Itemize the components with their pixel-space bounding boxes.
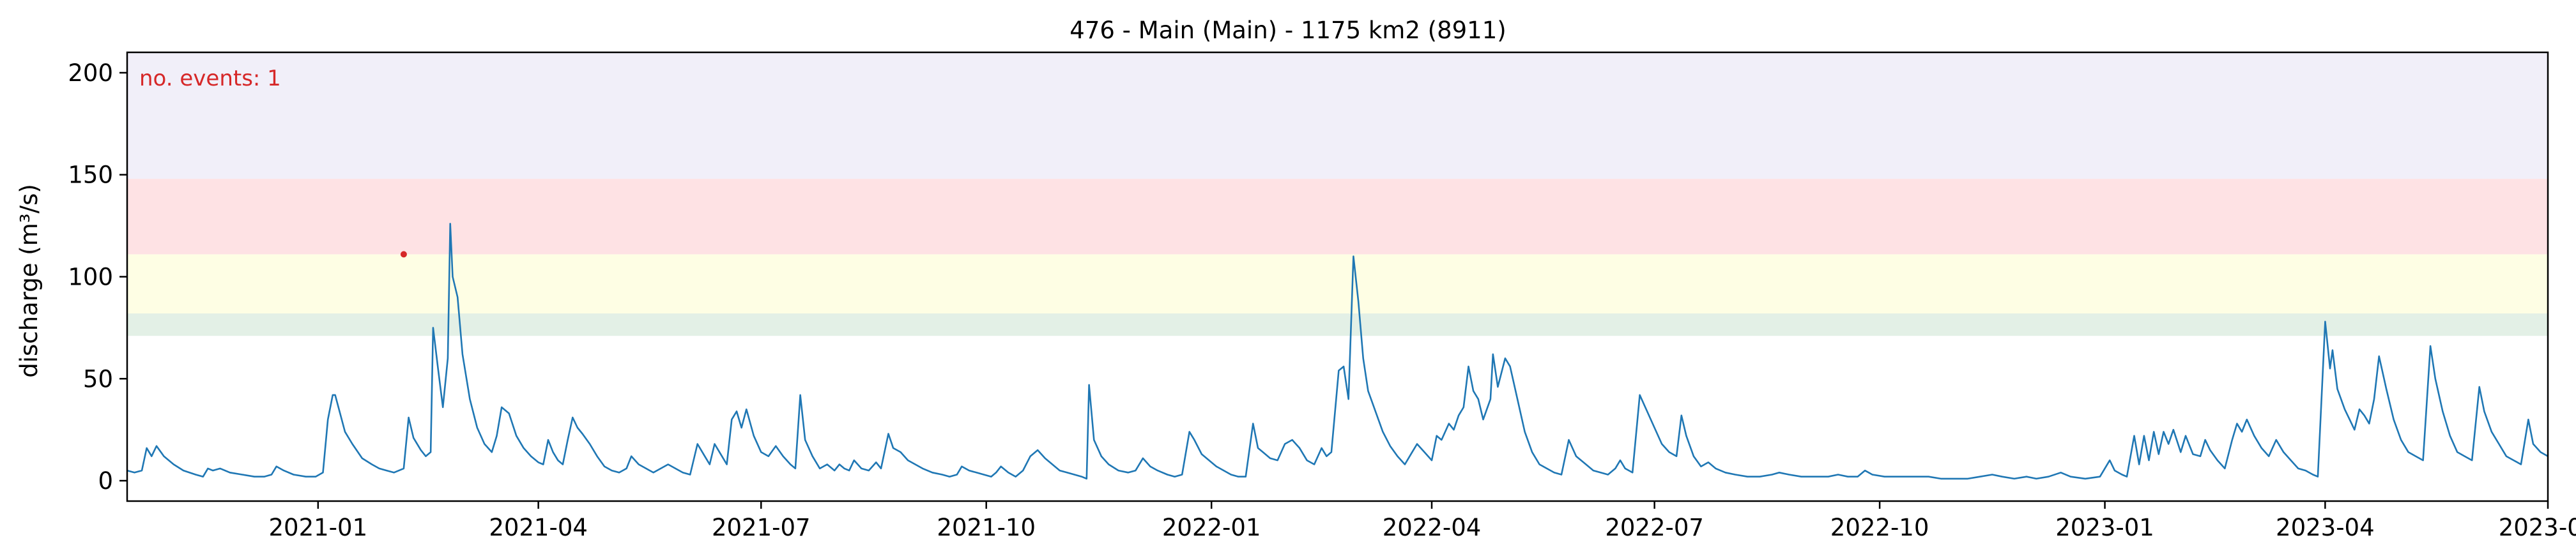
x-tick-label-4: 2022-01	[1162, 514, 1261, 541]
event-markers	[400, 251, 407, 258]
x-axis: 2021-01 2021-04 2021-07 2021-10 2022-01 2022-…	[269, 501, 2576, 541]
y-axis: 0 50 100 150 200	[68, 59, 127, 495]
chart-title: 476 - Main (Main) - 1175 km2 (8911)	[1070, 17, 1506, 44]
threshold-band-1	[127, 254, 2548, 314]
x-tick-label-1: 2021-04	[489, 514, 588, 541]
series-layer	[126, 223, 2549, 480]
x-tick-label-6: 2022-07	[1605, 514, 1704, 541]
y-tick-label-0: 0	[98, 467, 113, 495]
x-tick-label-0: 2021-01	[269, 514, 368, 541]
x-tick-label-10: 2023-07	[2499, 514, 2576, 541]
x-tick-label-8: 2023-01	[2055, 514, 2154, 541]
x-tick-label-5: 2022-04	[1383, 514, 1482, 541]
x-tick-label-9: 2023-04	[2276, 514, 2375, 541]
y-tick-label-3: 150	[68, 162, 113, 189]
y-tick-label-1: 50	[83, 365, 113, 393]
threshold-band-0	[127, 313, 2548, 336]
threshold-bands	[127, 52, 2548, 336]
y-tick-label-2: 100	[68, 264, 113, 291]
series-line-0	[126, 223, 2549, 480]
y-tick-label-4: 200	[68, 59, 113, 87]
y-axis-label: discharge (m³/s)	[15, 184, 43, 378]
x-tick-label-3: 2021-10	[937, 514, 1036, 541]
event-count-annotation: no. events: 1	[139, 66, 281, 91]
x-tick-label-7: 2022-10	[1830, 514, 1929, 541]
threshold-band-3	[127, 52, 2548, 179]
threshold-band-2	[127, 179, 2548, 255]
event-point-0	[400, 251, 407, 258]
x-tick-label-2: 2021-07	[712, 514, 811, 541]
